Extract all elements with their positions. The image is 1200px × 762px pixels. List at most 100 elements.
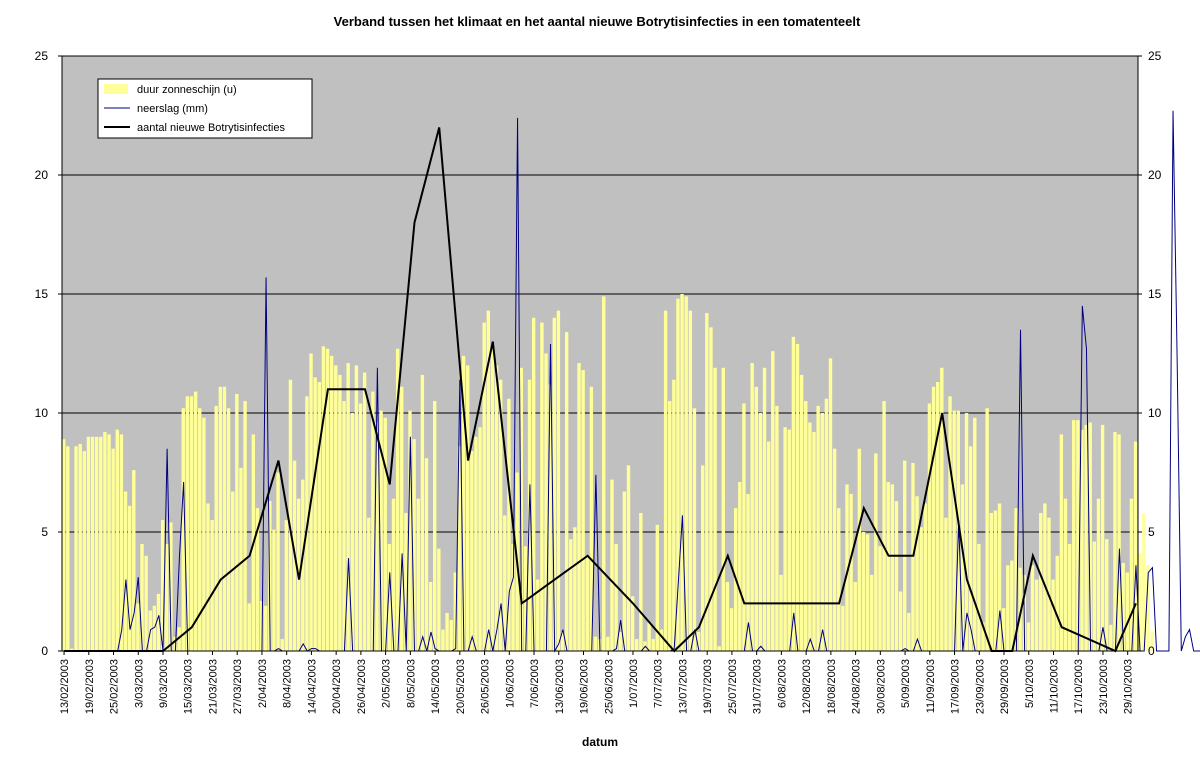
sunshine-bar — [62, 439, 66, 651]
sunshine-bar — [606, 636, 610, 651]
sunshine-bar — [1072, 420, 1076, 651]
sunshine-bar — [919, 527, 923, 651]
sunshine-bar — [816, 405, 820, 651]
sunshine-bar — [754, 386, 758, 651]
x-tick-label: 5/09/2003 — [900, 659, 912, 708]
sunshine-bar — [74, 446, 78, 651]
sunshine-bar — [264, 605, 268, 651]
y-tick-label-right: 25 — [1148, 49, 1162, 63]
sunshine-bar — [618, 631, 622, 651]
sunshine-bar — [391, 498, 396, 651]
sunshine-bar — [301, 479, 305, 651]
x-tick-label: 7/07/2003 — [653, 659, 665, 708]
y-tick-label-left: 10 — [35, 406, 49, 420]
sunshine-bar — [692, 408, 697, 651]
sunshine-bar — [400, 386, 404, 651]
sunshine-bar — [874, 453, 878, 651]
x-tick-label: 26/05/2003 — [480, 659, 492, 714]
sunshine-bar — [870, 574, 874, 651]
sunshine-bar — [738, 482, 742, 651]
sunshine-bar — [635, 639, 639, 651]
sunshine-bar — [944, 517, 948, 651]
sunshine-bar — [680, 294, 684, 651]
sunshine-bar — [1146, 565, 1150, 651]
sunshine-bar — [1076, 420, 1080, 651]
x-tick-label: 17/09/2003 — [950, 659, 962, 714]
x-tick-label: 17/10/2003 — [1073, 659, 1085, 714]
sunshine-bar — [457, 446, 462, 651]
x-tick-label: 20/04/2003 — [331, 659, 343, 714]
sunshine-bar — [1034, 579, 1039, 651]
sunshine-bar — [466, 365, 470, 651]
sunshine-bar — [989, 512, 993, 651]
sunshine-bar — [845, 484, 849, 651]
sunshine-bar — [573, 527, 577, 651]
sunshine-bar — [132, 470, 136, 651]
sunshine-bar — [894, 501, 899, 651]
x-tick-label: 13/06/2003 — [554, 659, 566, 714]
sunshine-bar — [338, 374, 342, 651]
sunshine-bar — [804, 401, 808, 651]
sunshine-bar — [433, 401, 437, 651]
sunshine-bar — [1117, 434, 1121, 651]
sunshine-bar — [78, 443, 82, 651]
sunshine-bar — [387, 543, 392, 651]
sunshine-bar — [1113, 432, 1117, 651]
x-tick-label: 1/06/2003 — [504, 659, 516, 708]
legend-label-infections: aantal nieuwe Botrytisinfecties — [137, 122, 285, 134]
x-tick-label: 19/06/2003 — [579, 659, 591, 714]
sunshine-bar — [1043, 503, 1047, 651]
sunshine-bar — [721, 367, 725, 651]
sunshine-bar — [977, 543, 981, 651]
sunshine-bar — [952, 410, 956, 651]
x-tick-label: 29/09/2003 — [999, 659, 1011, 714]
sunshine-bar — [247, 603, 251, 651]
sunshine-bar — [321, 346, 326, 651]
sunshine-bar — [907, 612, 911, 651]
sunshine-bar — [981, 622, 985, 651]
sunshine-bar — [672, 379, 676, 651]
sunshine-bar — [206, 503, 210, 651]
sunshine-bar — [783, 427, 787, 651]
sunshine-bar — [820, 413, 824, 651]
sunshine-bar — [169, 522, 173, 651]
x-tick-label: 18/08/2003 — [826, 659, 838, 714]
plot-area-group — [61, 55, 1200, 653]
sunshine-bar — [165, 543, 169, 651]
sunshine-bar — [1067, 543, 1072, 651]
sunshine-bar — [99, 436, 103, 651]
sunshine-bar — [231, 491, 235, 651]
sunshine-bar — [1133, 441, 1138, 651]
x-tick-label: 8/05/2003 — [405, 659, 417, 708]
sunshine-bar — [119, 434, 124, 651]
y-axis-left-ticks: 0 5 10 15 20 25 — [35, 49, 62, 658]
sunshine-bar — [853, 581, 857, 651]
sunshine-bar — [552, 317, 556, 651]
sunshine-bar — [66, 446, 70, 651]
sunshine-bar — [696, 631, 701, 651]
sunshine-bar — [1096, 498, 1101, 651]
sunshine-bar — [560, 631, 565, 651]
y-tick-label-left: 5 — [41, 525, 48, 539]
x-tick-label: 25/02/2003 — [109, 659, 121, 714]
sunshine-bar — [181, 408, 185, 651]
x-tick-label: 30/08/2003 — [875, 659, 887, 714]
sunshine-bar — [742, 403, 746, 651]
y-tick-label-right: 20 — [1148, 168, 1162, 182]
sunshine-bar — [395, 348, 400, 651]
sunshine-bar — [276, 472, 280, 651]
sunshine-bar — [762, 367, 767, 651]
botrytis-series-line — [64, 127, 1137, 653]
sunshine-bar — [1006, 565, 1010, 651]
sunshine-bar — [725, 581, 730, 651]
sunshine-bar — [437, 548, 441, 651]
sunshine-bar — [569, 539, 573, 651]
sunshine-bar — [288, 379, 293, 651]
sunshine-bar — [103, 432, 107, 651]
sunshine-bar — [701, 465, 705, 651]
sunshine-bar — [461, 355, 466, 651]
x-tick-label: 3/03/2003 — [133, 659, 145, 708]
sunshine-bar — [717, 646, 721, 651]
sunshine-bar — [272, 529, 276, 651]
